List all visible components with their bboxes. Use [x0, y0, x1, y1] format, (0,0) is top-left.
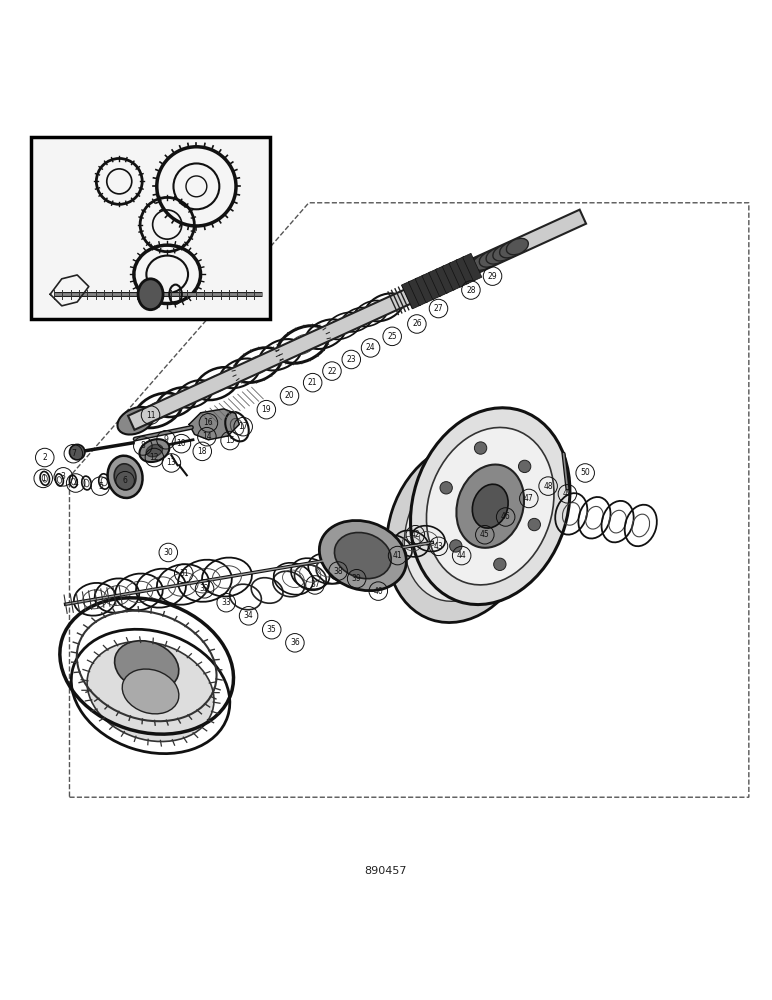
Polygon shape	[189, 409, 239, 440]
Text: 3: 3	[61, 472, 66, 481]
Text: 890457: 890457	[364, 866, 408, 876]
Circle shape	[440, 482, 452, 494]
Text: 35: 35	[267, 625, 276, 634]
Text: 16: 16	[204, 418, 213, 427]
Text: 19: 19	[262, 405, 271, 414]
Text: 49: 49	[563, 489, 572, 498]
Text: 2: 2	[42, 453, 47, 462]
Ellipse shape	[411, 408, 570, 605]
Text: 23: 23	[347, 355, 356, 364]
Ellipse shape	[472, 484, 508, 528]
Polygon shape	[408, 278, 428, 306]
Text: 44: 44	[457, 551, 466, 560]
Text: 18: 18	[198, 447, 207, 456]
Text: 22: 22	[327, 367, 337, 376]
Text: 37: 37	[310, 580, 320, 589]
Text: 38: 38	[334, 567, 343, 576]
Ellipse shape	[320, 520, 406, 591]
Ellipse shape	[114, 641, 179, 691]
Ellipse shape	[146, 444, 163, 457]
Text: 13: 13	[167, 458, 176, 467]
Polygon shape	[428, 269, 448, 296]
Bar	[31, 137, 270, 319]
Circle shape	[69, 444, 85, 460]
Text: 43: 43	[434, 542, 443, 551]
Text: 1: 1	[41, 474, 46, 483]
Ellipse shape	[479, 251, 501, 267]
Text: 32: 32	[200, 584, 209, 593]
Ellipse shape	[426, 427, 554, 585]
Ellipse shape	[140, 439, 169, 462]
Ellipse shape	[122, 669, 179, 714]
Ellipse shape	[117, 407, 154, 435]
Polygon shape	[455, 256, 475, 284]
Text: 48: 48	[543, 482, 553, 491]
Text: 47: 47	[524, 494, 533, 503]
Circle shape	[449, 540, 462, 552]
Ellipse shape	[459, 260, 481, 276]
Text: 50: 50	[581, 468, 590, 477]
Text: 20: 20	[285, 391, 294, 400]
Ellipse shape	[499, 241, 522, 258]
Text: 45: 45	[480, 530, 489, 539]
Text: 8: 8	[141, 441, 145, 450]
Ellipse shape	[493, 245, 515, 261]
Text: 17: 17	[239, 422, 248, 431]
Ellipse shape	[472, 254, 495, 270]
Text: 9: 9	[164, 435, 168, 444]
Ellipse shape	[387, 442, 533, 623]
Text: 42: 42	[411, 530, 420, 539]
Polygon shape	[442, 263, 462, 290]
Text: 33: 33	[222, 598, 231, 607]
Ellipse shape	[87, 641, 214, 742]
Polygon shape	[128, 210, 586, 430]
Text: 24: 24	[366, 343, 375, 352]
Polygon shape	[401, 281, 421, 309]
Ellipse shape	[114, 464, 136, 490]
Text: 14: 14	[202, 432, 212, 441]
Text: 30: 30	[164, 548, 173, 557]
Text: 28: 28	[466, 286, 476, 295]
Polygon shape	[462, 253, 482, 281]
Text: 12: 12	[150, 453, 159, 462]
Text: 40: 40	[374, 587, 383, 596]
Ellipse shape	[466, 257, 488, 273]
Text: 26: 26	[412, 319, 422, 328]
Circle shape	[519, 460, 531, 473]
Text: 39: 39	[352, 574, 361, 583]
Ellipse shape	[486, 248, 508, 264]
Polygon shape	[415, 275, 435, 303]
Ellipse shape	[107, 456, 143, 498]
Ellipse shape	[405, 464, 516, 601]
Text: 31: 31	[179, 569, 188, 578]
Text: 10: 10	[177, 439, 186, 448]
Text: 27: 27	[434, 304, 443, 313]
Ellipse shape	[506, 238, 528, 255]
Circle shape	[528, 518, 540, 531]
Ellipse shape	[334, 532, 391, 579]
Text: 15: 15	[225, 436, 235, 445]
Ellipse shape	[456, 465, 524, 548]
Text: 21: 21	[308, 378, 317, 387]
Ellipse shape	[138, 279, 163, 310]
Text: 36: 36	[290, 638, 300, 647]
Text: 11: 11	[146, 411, 155, 420]
Text: 34: 34	[244, 611, 253, 620]
Polygon shape	[422, 272, 442, 300]
Text: 5: 5	[98, 482, 103, 491]
Polygon shape	[435, 266, 455, 293]
Text: 46: 46	[501, 512, 510, 521]
Text: 41: 41	[393, 551, 402, 560]
Polygon shape	[449, 259, 469, 287]
Text: 7: 7	[71, 449, 76, 458]
Text: 6: 6	[123, 476, 127, 485]
Text: 25: 25	[388, 332, 397, 341]
Text: 29: 29	[488, 272, 497, 281]
Circle shape	[493, 558, 506, 570]
Text: 4: 4	[73, 479, 78, 488]
Circle shape	[475, 442, 487, 454]
Ellipse shape	[144, 408, 157, 419]
